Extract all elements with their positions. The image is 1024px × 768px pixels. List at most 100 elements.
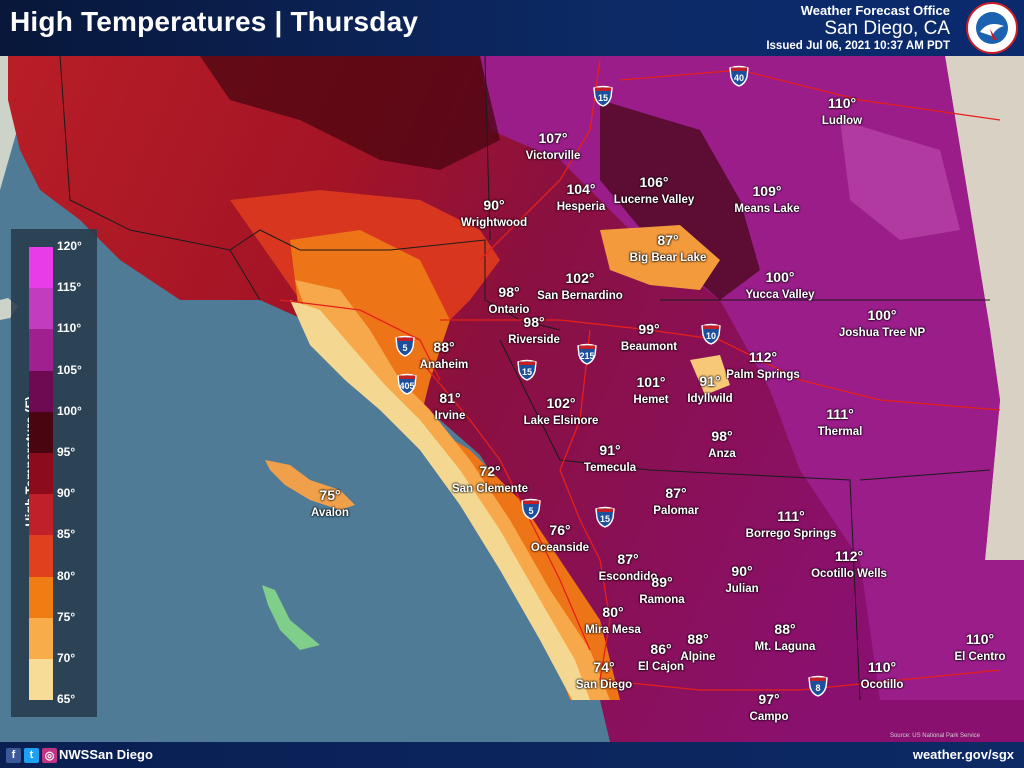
twitter-icon[interactable]: t bbox=[24, 747, 39, 763]
office-label: Weather Forecast Office bbox=[800, 3, 950, 18]
social-handle: NWSSan Diego bbox=[59, 747, 153, 762]
city-temp: 74° bbox=[593, 659, 615, 675]
city-name: Hesperia bbox=[556, 201, 606, 213]
city-name: Mt. Laguna bbox=[754, 641, 816, 653]
legend-swatch bbox=[29, 329, 53, 371]
city-temp: 102° bbox=[546, 395, 576, 411]
interstate-shield-icon: 15 bbox=[593, 85, 613, 107]
interstate-number: 10 bbox=[706, 331, 716, 341]
legend-swatch bbox=[29, 535, 53, 577]
legend-tick-label: 80° bbox=[57, 568, 76, 583]
interstate-number: 15 bbox=[600, 514, 610, 524]
legend-swatch bbox=[29, 576, 53, 618]
city-temp: 87° bbox=[665, 485, 687, 501]
legend-tick-label: 105° bbox=[57, 362, 82, 377]
city-temp: 98° bbox=[523, 314, 545, 330]
city-name: Lucerne Valley bbox=[613, 194, 695, 206]
legend-tick-label: 85° bbox=[57, 527, 76, 542]
social-icons: f t ◎ bbox=[6, 747, 57, 763]
interstate-number: 15 bbox=[598, 93, 608, 103]
city-name: Lake Elsinore bbox=[523, 415, 599, 427]
city-name: San Diego bbox=[575, 679, 633, 691]
interstate-number: 215 bbox=[579, 351, 594, 361]
city-name: Big Bear Lake bbox=[629, 252, 707, 264]
city-name: Thermal bbox=[817, 426, 863, 438]
city-temp: 112° bbox=[748, 349, 778, 365]
city-temp: 100° bbox=[867, 307, 897, 323]
city-name: Ocotillo Wells bbox=[811, 568, 887, 580]
interstate-number: 40 bbox=[734, 73, 744, 83]
san-clemente-island bbox=[262, 585, 320, 650]
city-temp: 110° bbox=[965, 631, 995, 647]
city-temp: 111° bbox=[826, 406, 854, 422]
city-name: Avalon bbox=[311, 507, 349, 519]
city-temp: 104° bbox=[566, 181, 596, 197]
interstate-shield-icon: 215 bbox=[577, 343, 597, 365]
interstate-number: 5 bbox=[402, 343, 407, 353]
city-name: Alpine bbox=[680, 651, 716, 663]
city-temp: 89° bbox=[651, 574, 673, 590]
city-temp: 100° bbox=[765, 269, 795, 285]
footer-bar: f t ◎ NWSSan Diego weather.gov/sgx bbox=[0, 742, 1024, 768]
city-name: Ontario bbox=[488, 304, 530, 316]
zone-75 bbox=[290, 300, 590, 700]
city-name: Palm Springs bbox=[726, 369, 800, 381]
legend-swatch bbox=[29, 247, 53, 289]
city-name: Borrego Springs bbox=[745, 528, 837, 540]
interstate-shield-icon: 10 bbox=[701, 323, 721, 345]
legend-swatch bbox=[29, 288, 53, 330]
city-temp: 107° bbox=[538, 130, 568, 146]
page-title: High Temperatures | Thursday bbox=[10, 6, 419, 37]
interstate-number: 5 bbox=[528, 506, 533, 516]
city-temp: 101° bbox=[636, 374, 666, 390]
city-temp: 81° bbox=[439, 390, 461, 406]
city-name: Oceanside bbox=[530, 542, 590, 554]
city-name: Mira Mesa bbox=[585, 624, 641, 636]
city-name: Palomar bbox=[653, 505, 699, 517]
highways bbox=[279, 59, 1001, 691]
legend-swatch bbox=[29, 494, 53, 536]
city-name: Ramona bbox=[639, 594, 685, 606]
city-temp: 102° bbox=[565, 270, 595, 286]
office-city: San Diego, CA bbox=[824, 18, 950, 39]
city-name: Ocotillo bbox=[860, 679, 904, 691]
city-temp: 97° bbox=[758, 691, 780, 707]
city-temp: 91° bbox=[699, 373, 721, 389]
facebook-icon[interactable]: f bbox=[6, 747, 21, 763]
city-temp: 109° bbox=[752, 183, 782, 199]
city-temp: 76° bbox=[549, 522, 571, 538]
website-link[interactable]: weather.gov/sgx bbox=[912, 747, 1014, 762]
instagram-icon[interactable]: ◎ bbox=[42, 747, 57, 763]
city-name: Irvine bbox=[434, 410, 466, 422]
city-name: Wrightwood bbox=[460, 217, 528, 229]
interstate-shield-icon: 405 bbox=[397, 373, 417, 395]
legend-tick-label: 115° bbox=[57, 280, 82, 295]
city-temp: 110° bbox=[827, 95, 857, 111]
city-temp: 86° bbox=[650, 641, 672, 657]
interstate-number: 8 bbox=[815, 683, 820, 693]
catalina-island bbox=[265, 460, 355, 510]
interstate-shield-icon: 5 bbox=[521, 498, 541, 520]
city-temp: 90° bbox=[731, 563, 753, 579]
interstate-shield-icon: 40 bbox=[729, 65, 749, 87]
city-name: Yucca Valley bbox=[745, 289, 815, 301]
city-name: Victorville bbox=[525, 150, 581, 162]
city-name: Hemet bbox=[633, 394, 669, 406]
temperature-legend: High Temperature (F) 120°115°110°105°100… bbox=[11, 229, 97, 717]
city-name: Temecula bbox=[583, 462, 637, 474]
city-temp: 75° bbox=[319, 487, 341, 503]
city-name: Anaheim bbox=[419, 359, 469, 371]
legend-swatch bbox=[29, 453, 53, 495]
legend-tick-label: 90° bbox=[57, 486, 76, 501]
interstate-shield-icon: 15 bbox=[595, 506, 615, 528]
city-temp: 88° bbox=[774, 621, 796, 637]
city-name: Joshua Tree NP bbox=[838, 327, 926, 339]
city-name: El Centro bbox=[954, 651, 1006, 663]
city-temp: 87° bbox=[617, 551, 639, 567]
city-temp: 106° bbox=[639, 174, 669, 190]
legend-tick-label: 65° bbox=[57, 692, 76, 707]
legend-tick-label: 120° bbox=[57, 239, 82, 253]
legend-tick-label: 70° bbox=[57, 651, 76, 665]
interstate-shield-icon: 8 bbox=[808, 675, 828, 697]
